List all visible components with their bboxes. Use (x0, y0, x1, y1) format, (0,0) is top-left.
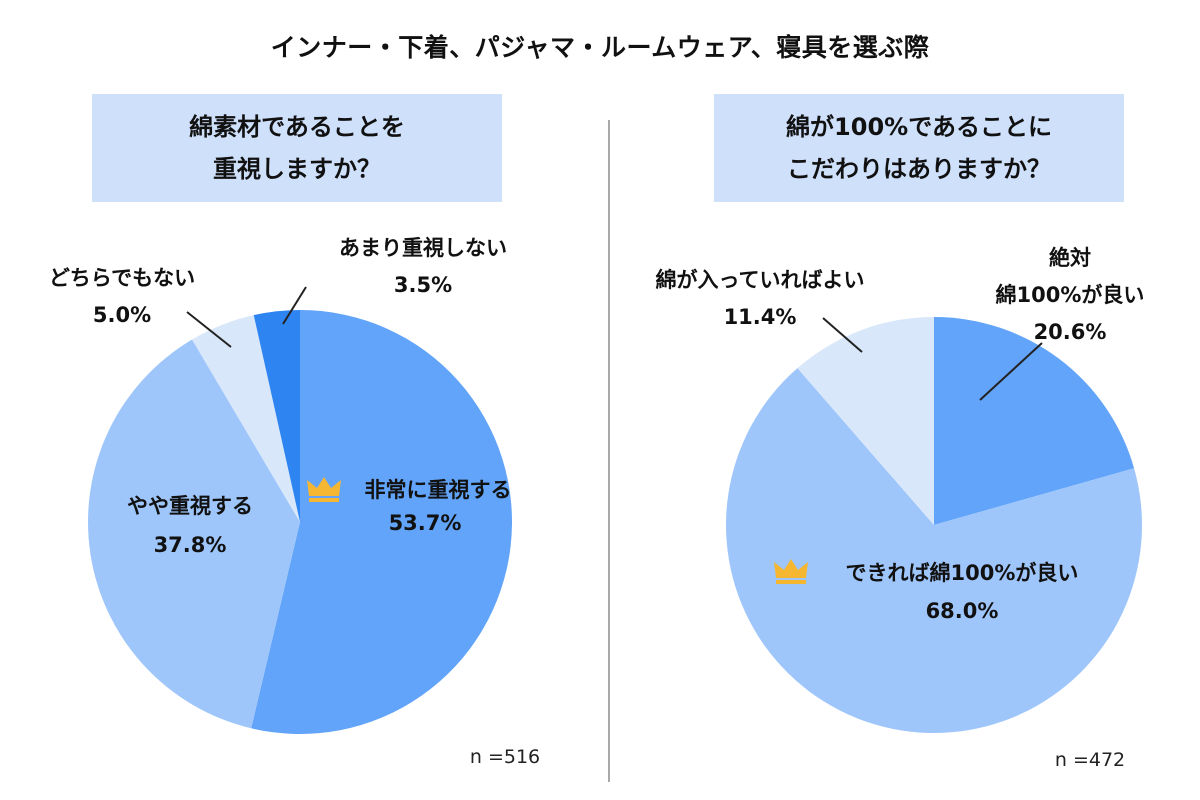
pie-slice-2-1 (934, 317, 1135, 525)
pie-slice-1-1 (251, 310, 513, 735)
sample-size-2: n =472 (1055, 749, 1125, 771)
slice-label-2-1: 絶対 (1049, 246, 1091, 270)
slice-value-1-4: 3.5% (394, 273, 452, 297)
slice-value-2-3: 11.4% (724, 305, 797, 329)
slice-label-2-3: 綿が入っていればよい (656, 268, 865, 292)
pie-slice-1-2 (88, 339, 300, 729)
leader-line-2-3 (822, 317, 863, 353)
question-box-right: 綿が100%であることに こだわりはありますか？ (714, 94, 1124, 202)
main-title: インナー・下着、パジャマ・ルームウェア、寝具を選ぶ際 (270, 33, 930, 62)
pie-slice-2-3 (797, 317, 934, 525)
slice-label-1-1: 非常に重視する (365, 478, 512, 502)
crown-icon-1-base (309, 498, 339, 502)
slice-label-2-2: できれば綿100%が良い (846, 561, 1079, 585)
question-box-left: 綿素材であることを 重視しますか？ (92, 94, 502, 202)
crown-icon-2-base (776, 580, 806, 584)
pie-slice-2-2 (726, 368, 1142, 733)
pie-chart-1: 非常に重視する 53.7% やや重視する 37.8% どちらでもない 5.0% あまり重視し… (49, 236, 540, 768)
leader-line-1-3 (186, 311, 232, 348)
question-right-line2: こだわりはありますか？ (787, 155, 1051, 183)
leader-line-2-1 (979, 342, 1043, 401)
slice-label-1-3: どちらでもない (49, 266, 195, 290)
question-left-line2: 重視しますか？ (213, 155, 381, 183)
slice-value-2-2: 68.0% (926, 599, 999, 623)
slice-value-1-3: 5.0% (93, 303, 151, 327)
slice-value-1-2: 37.8% (154, 533, 227, 557)
center-divider (608, 120, 610, 782)
question-left-line1: 綿素材であることを (189, 113, 405, 141)
question-right-line1: 綿が100%であることに (786, 113, 1052, 141)
slice-label-2-1: 綿100%が良い (996, 283, 1145, 307)
slice-value-2-1: 20.6% (1034, 320, 1107, 344)
slice-label-1-4: あまり重視しない (339, 236, 507, 260)
crown-icon-1 (307, 477, 341, 496)
slice-label-1-2: やや重視する (127, 494, 253, 518)
pie-slice-1-4 (253, 310, 300, 522)
leader-line-1-4 (282, 286, 307, 325)
crown-icon-2 (774, 559, 808, 578)
slice-value-1-1: 53.7% (389, 511, 462, 535)
sample-size-1: n =516 (470, 746, 540, 768)
pie-slice-1-3 (192, 315, 300, 522)
